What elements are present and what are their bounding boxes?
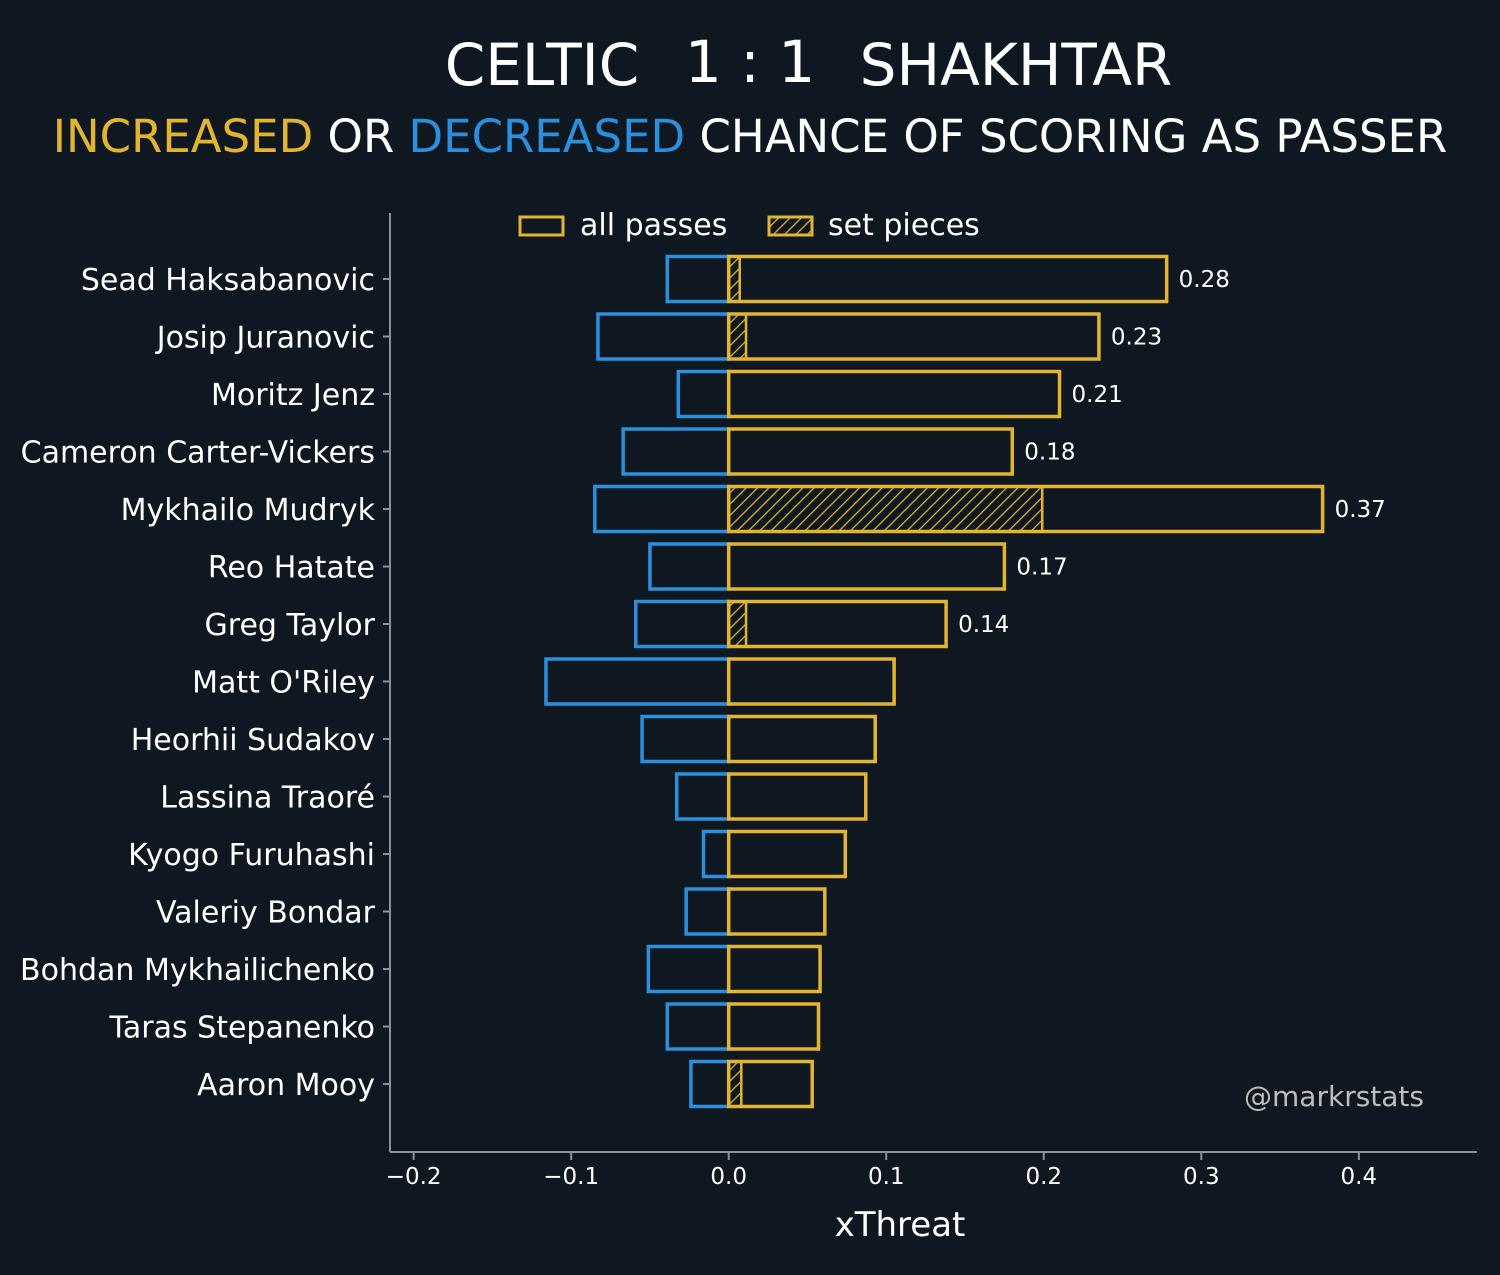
player-label-11: Valeriy Bondar — [156, 896, 376, 931]
bar-positive-1 — [726, 312, 1101, 361]
bar-positive-13 — [726, 1002, 821, 1051]
bar-positive-7 — [726, 657, 896, 706]
player-label-13: Taras Stepanenko — [109, 1011, 375, 1046]
player-label-5: Reo Hatate — [208, 551, 375, 586]
bar-positive-6 — [726, 599, 948, 649]
player-label-14: Aaron Mooy — [197, 1068, 375, 1103]
subtitle: INCREASED OR DECREASED CHANCE OF SCORING… — [53, 110, 1448, 163]
bar-negative-13 — [665, 1002, 731, 1051]
bar-positive-4 — [726, 484, 1325, 534]
x-tick-label-4: 0.2 — [1025, 1164, 1062, 1190]
bar-negative-4 — [593, 484, 731, 534]
bar-negative-2 — [676, 369, 731, 419]
subtitle-increased: INCREASED — [53, 110, 314, 163]
bar-negative-6 — [634, 599, 731, 649]
player-label-1: Josip Juranovic — [155, 321, 375, 356]
bar-set-pieces-6 — [727, 600, 748, 648]
bar-positive-9 — [726, 772, 868, 821]
bar-set-pieces-4 — [727, 485, 1044, 533]
value-label-0: 0.28 — [1179, 267, 1230, 293]
value-label-4: 0.37 — [1335, 497, 1386, 523]
bar-set-pieces-1 — [727, 312, 748, 361]
player-label-8: Heorhii Sudakov — [131, 723, 375, 758]
player-label-2: Moritz Jenz — [211, 378, 375, 413]
bar-positive-0 — [726, 254, 1169, 304]
player-label-4: Mykhailo Mudryk — [121, 493, 376, 528]
bar-negative-5 — [648, 542, 731, 591]
credit-text: @markrstats — [1244, 1080, 1424, 1113]
bar-positive-12 — [726, 944, 822, 994]
legend-swatch-set-pieces — [767, 215, 814, 237]
bar-positive-8 — [726, 714, 877, 764]
value-label-3: 0.18 — [1024, 440, 1075, 466]
player-label-10: Kyogo Furuhashi — [128, 838, 375, 873]
bar-negative-9 — [674, 772, 731, 821]
player-label-7: Matt O'Riley — [192, 666, 375, 701]
bar-negative-7 — [544, 657, 731, 706]
bar-negative-10 — [701, 829, 731, 879]
x-axis-label: xThreat — [835, 1205, 966, 1245]
subtitle-rest: CHANCE OF SCORING AS PASSER — [685, 110, 1447, 163]
player-label-9: Lassina Traoré — [160, 781, 375, 816]
bar-negative-1 — [596, 312, 731, 361]
bar-negative-11 — [684, 887, 731, 936]
bar-positive-11 — [726, 887, 827, 936]
legend-swatch-all-passes — [518, 215, 565, 237]
bar-positive-5 — [726, 542, 1007, 591]
legend: all passes set pieces — [518, 208, 980, 243]
bar-negative-3 — [621, 427, 731, 476]
player-label-6: Greg Taylor — [205, 608, 376, 643]
bar-negative-0 — [665, 254, 731, 304]
x-tick-label-1: −0.1 — [543, 1164, 599, 1190]
subtitle-decreased: DECREASED — [409, 110, 686, 163]
legend-label-set-pieces: set pieces — [828, 208, 980, 243]
value-label-1: 0.23 — [1111, 325, 1162, 351]
player-labels: Sead Haksabanovic Josip Juranovic Moritz J… — [20, 263, 390, 1103]
x-ticks: −0.2 −0.1 0.0 0.1 0.2 0.3 0.4 — [386, 1152, 1377, 1190]
player-label-0: Sead Haksabanovic — [81, 263, 375, 298]
title-home-team: CELTIC — [445, 31, 640, 99]
title-away-team: SHAKHTAR — [860, 31, 1173, 99]
x-tick-label-0: −0.2 — [386, 1164, 442, 1190]
bar-negative-12 — [646, 944, 731, 994]
value-label-6: 0.14 — [958, 612, 1009, 638]
x-tick-label-2: 0.0 — [710, 1164, 747, 1190]
legend-label-all-passes: all passes — [580, 208, 727, 243]
bar-positive-14 — [726, 1059, 814, 1109]
x-tick-label-6: 0.4 — [1341, 1164, 1378, 1190]
bars-group: 0.28 0.23 0.21 0.18 0.37 0.17 0.14 — [544, 254, 1386, 1109]
bar-negative-8 — [640, 714, 731, 764]
value-label-2: 0.21 — [1072, 382, 1123, 408]
subtitle-or: OR — [313, 110, 408, 163]
player-label-3: Cameron Carter-Vickers — [21, 436, 375, 471]
value-label-5: 0.17 — [1016, 555, 1067, 581]
bar-positive-10 — [726, 829, 848, 879]
player-label-12: Bohdan Mykhailichenko — [20, 953, 375, 988]
bar-negative-14 — [689, 1059, 731, 1109]
x-tick-label-5: 0.3 — [1183, 1164, 1220, 1190]
bar-positive-3 — [726, 427, 1015, 476]
title-score: 1 : 1 — [685, 28, 815, 96]
bar-positive-2 — [726, 369, 1062, 419]
x-tick-label-3: 0.1 — [868, 1164, 905, 1190]
bar-set-pieces-14 — [727, 1060, 743, 1108]
